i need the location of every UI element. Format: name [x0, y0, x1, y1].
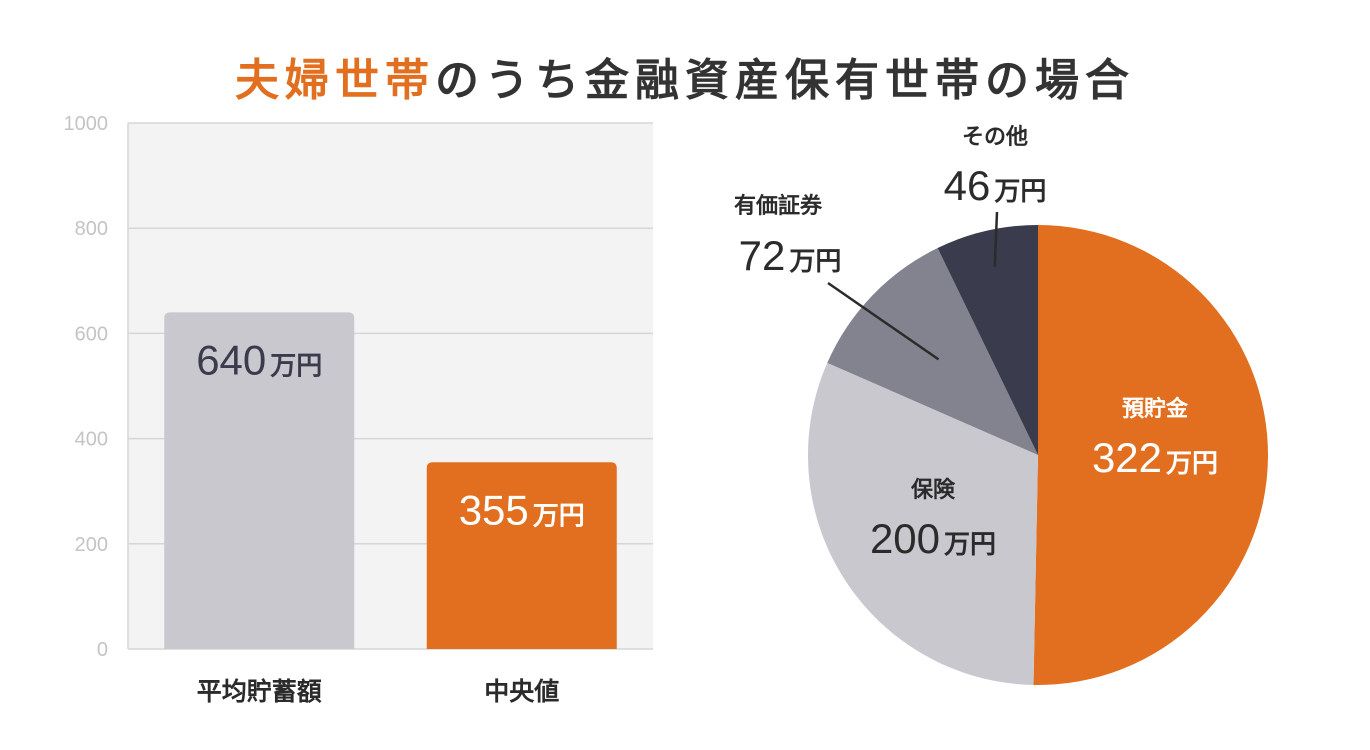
bar-value-unit: 万円	[270, 351, 322, 381]
slice-name-label: その他	[962, 125, 1028, 150]
slice-name-label: 預貯金	[1122, 396, 1189, 422]
slice-value-label: 200 万円	[870, 515, 996, 562]
slice-value-unit: 万円	[944, 530, 996, 560]
slice-value-unit: 万円	[994, 177, 1046, 207]
y-tick-label: 0	[97, 639, 108, 661]
slice-value-label: 46 万円	[944, 162, 1047, 209]
pie-slice	[1033, 225, 1268, 685]
category-label: 平均貯蓄額	[197, 677, 322, 706]
category-label: 中央値	[484, 677, 559, 706]
bar	[164, 312, 355, 649]
pie-slice	[827, 248, 1038, 455]
y-tick-label: 400	[75, 429, 108, 451]
slice-value-unit: 万円	[789, 247, 841, 277]
y-tick-label: 800	[75, 218, 108, 240]
slice-value-number: 322	[1092, 434, 1162, 481]
bar-value-label: 640 万円	[196, 336, 322, 383]
y-tick-label: 200	[75, 534, 108, 556]
slice-value-label: 72 万円	[739, 232, 842, 279]
slice-value-number: 200	[870, 515, 940, 562]
chart-title: 夫婦世帯のうち金融資産保有世帯の場合	[0, 44, 1370, 108]
leader-line	[827, 281, 940, 361]
bar-value-number: 355	[459, 486, 529, 533]
y-tick-label: 1000	[64, 113, 109, 135]
bar-value-number: 640	[196, 336, 266, 383]
pie-slice	[808, 362, 1038, 685]
slice-name-label: 有価証券	[734, 193, 823, 219]
chart-title-rest: のうち金融資産保有世帯の場合	[435, 55, 1135, 106]
bar-value-label: 355 万円	[459, 486, 585, 533]
slice-value-label: 322 万円	[1092, 434, 1218, 481]
chart-title-highlight: 夫婦世帯	[235, 55, 435, 106]
pie-slice	[937, 225, 1038, 455]
slice-value-unit: 万円	[1166, 449, 1218, 479]
slice-value-number: 46	[944, 162, 991, 209]
slice-name-label: 保険	[910, 478, 956, 503]
slice-value-number: 72	[739, 232, 786, 279]
y-tick-label: 600	[75, 323, 108, 345]
bar	[426, 462, 617, 649]
bar-value-unit: 万円	[533, 501, 585, 531]
leader-line	[993, 211, 999, 267]
